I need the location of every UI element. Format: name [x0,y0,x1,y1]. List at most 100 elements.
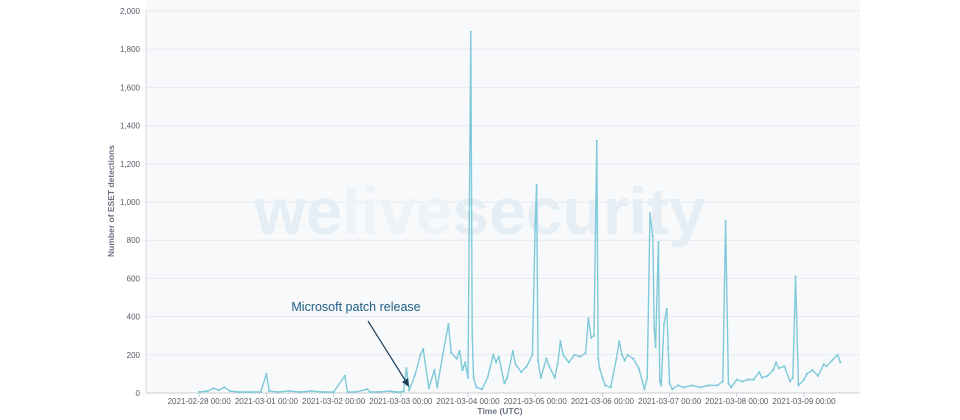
data-point [774,361,778,364]
data-point [797,384,800,387]
data-point [298,390,302,394]
data-point [760,376,764,379]
data-point [741,380,744,383]
data-point [658,380,661,383]
watermark: welivesecurity [253,174,706,248]
data-point [212,387,215,390]
data-point [287,390,290,393]
data-point [567,361,570,364]
data-point [506,376,509,379]
data-point [486,376,489,379]
data-point [422,348,425,351]
data-point [377,390,380,394]
x-tick-label: 2021-03-01 00:00 [235,397,299,406]
data-point [587,317,590,320]
x-tick-label: 2021-03-04 00:00 [436,397,500,406]
data-point [475,386,478,389]
data-point [276,390,279,394]
y-tick-label: 1,200 [120,160,141,169]
data-point [427,387,430,390]
data-point [536,359,540,362]
data-point [310,390,313,393]
data-point [531,353,534,356]
data-point [447,323,450,326]
data-point [788,380,792,383]
data-point [248,390,251,394]
data-point [368,390,372,394]
watermark-we: we [253,174,342,248]
data-point [534,223,537,226]
data-point [450,351,453,354]
data-point [632,357,635,360]
data-point [461,369,464,372]
data-point [559,340,562,343]
data-point [464,361,467,364]
data-point [802,378,806,381]
data-point [646,376,649,379]
x-tick-label: 2021-03-09 00:00 [772,397,836,406]
x-tick-label: 2021-03-08 00:00 [705,397,769,406]
data-point [562,353,565,356]
data-point [724,220,727,223]
data-point [332,390,335,394]
y-tick-label: 0 [136,389,141,398]
data-point [671,388,674,391]
data-point [408,389,411,392]
data-point [839,361,842,364]
x-tick-label: 2021-03-06 00:00 [571,397,635,406]
data-point [223,386,226,389]
y-tick-label: 1,600 [120,83,141,92]
x-tick-label: 2021-03-02 00:00 [302,397,366,406]
data-point [514,363,517,366]
data-point [665,307,668,311]
data-point [354,390,358,394]
data-point [772,369,775,372]
data-point [511,349,514,353]
data-point [758,370,761,374]
data-point [777,367,780,370]
watermark-security: security [453,174,706,248]
data-point [573,353,576,356]
data-point [752,378,755,381]
data-point [520,370,523,374]
data-point [268,390,271,393]
y-tick-label: 1,800 [120,45,141,54]
data-point [791,376,794,379]
y-tick-label: 400 [127,313,141,322]
y-tick-label: 2,000 [120,7,141,16]
data-point [653,327,656,330]
data-point [321,390,324,394]
data-point [816,374,820,377]
data-point [206,390,209,393]
data-point [783,365,786,368]
data-point [399,390,402,394]
watermark-live: live [342,174,452,248]
data-point [394,390,397,394]
data-point [707,384,710,387]
data-point [735,378,738,381]
series-markers [198,30,842,394]
data-point [615,357,618,360]
data-point [716,384,719,387]
x-tick-label: 2021-03-03 00:00 [369,397,433,406]
data-point [480,388,484,391]
data-point [405,367,408,370]
data-point [595,139,598,142]
data-point [539,376,542,379]
data-point [794,275,797,278]
data-point [637,367,640,370]
data-point [667,346,670,349]
data-point [471,334,474,337]
data-point [265,372,268,375]
x-tick-label: 2021-02-28 00:00 [168,397,232,406]
y-tick-label: 200 [127,351,141,360]
x-tick-labels: 2021-02-28 00:00 2021-03-01 00:00 2021-03-… [168,393,836,406]
plot-background [146,0,860,393]
data-point [766,374,769,377]
gridlines [146,10,860,356]
annotation-arrow-line [367,320,406,381]
data-point [458,349,461,353]
data-point [525,365,528,368]
data-point [597,357,600,360]
